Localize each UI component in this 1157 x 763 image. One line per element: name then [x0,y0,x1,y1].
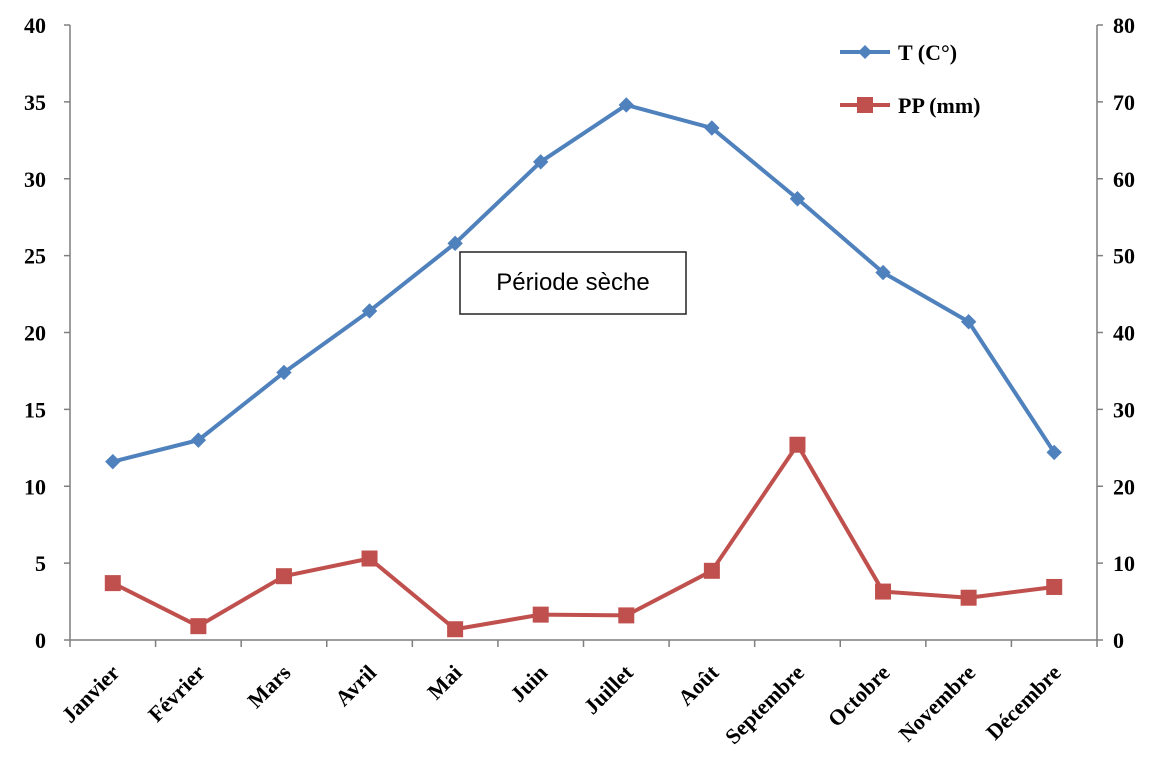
x-tick-label: Juillet [579,659,639,719]
left-tick-label: 10 [24,474,46,499]
series-2 [104,436,1063,638]
series-line [111,442,1055,632]
left-tick-label: 15 [24,397,46,422]
data-point [190,432,207,448]
data-point [789,436,806,453]
tick-labels: 0 5 10 15 20 25 30 35 40 0 10 20 30 40 50 60 70 80 Janvier… [24,13,1135,749]
data-point [618,97,634,113]
right-tick-label: 50 [1113,244,1135,269]
data-point [276,364,292,381]
annotation-text: Période sèche [496,269,649,296]
right-tick-label: 40 [1113,321,1135,346]
data-point [960,314,977,330]
data-point [275,568,292,585]
data-point [532,606,549,623]
left-tick-label: 25 [24,244,46,269]
data-point [190,618,207,635]
x-tick-label: Janvier [57,660,125,728]
x-tick-label: Octobre [823,660,895,732]
right-tick-label: 10 [1113,551,1135,576]
legend-item-2: PP (mm) [840,93,980,118]
data-point [875,583,892,600]
series [104,97,1063,638]
left-tick-label: 40 [24,13,46,38]
legend-label: PP (mm) [898,93,980,118]
x-tick-label: Février [143,660,210,727]
data-point [1046,578,1063,595]
x-tick-label: Juin [505,660,552,707]
x-tick-label: Avril [330,660,381,711]
data-point [704,120,720,136]
left-tick-label: 30 [24,167,46,192]
left-tick-label: 0 [35,628,46,653]
x-tick-label: Mars [242,660,295,713]
data-point [105,453,121,470]
data-point [703,562,720,579]
legend-marker [858,45,872,59]
right-tick-label: 60 [1113,167,1135,192]
x-tick-label: Novembre [894,660,981,747]
legend: T (C°) PP (mm) [840,40,980,118]
data-point [960,589,977,606]
legend-marker [857,97,873,113]
axes [64,24,1103,647]
data-point [361,303,378,319]
x-tick-label: Décembre [981,660,1066,745]
annotation-box [459,251,687,315]
annotation: Période sèche [459,251,687,315]
data-point [618,607,635,624]
series-1 [105,97,1062,470]
right-tick-label: 80 [1113,13,1135,38]
right-tick-label: 70 [1113,90,1135,115]
series-line [112,102,1056,464]
data-point [447,621,464,638]
data-point [789,191,806,207]
left-tick-label: 35 [24,90,46,115]
x-tick-label: Août [673,659,724,710]
legend-item-1: T (C°) [840,40,957,65]
data-point [875,264,891,281]
left-tick-label: 20 [24,321,46,346]
data-point [104,575,121,592]
right-tick-label: 20 [1113,474,1135,499]
data-point [361,550,378,567]
left-tick-label: 5 [35,551,46,576]
data-point [447,235,463,252]
data-point [1046,444,1062,461]
legend-label: T (C°) [898,40,957,65]
right-tick-label: 30 [1113,397,1135,422]
data-point [533,154,549,170]
x-tick-label: Septembre [720,660,809,749]
x-tick-label: Mai [422,660,466,704]
right-tick-label: 0 [1113,628,1124,653]
